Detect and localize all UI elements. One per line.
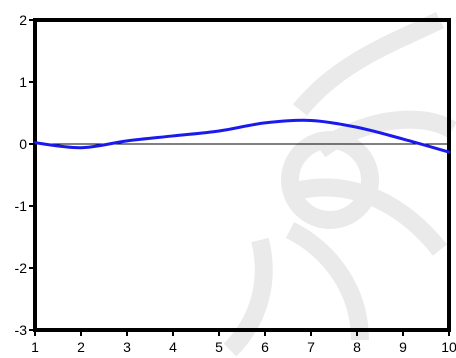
swirl-watermark-icon [223,11,456,357]
chart-marks [33,118,451,154]
y-tick-label: -2 [15,260,28,276]
x-tick-label: 8 [353,339,361,355]
x-tick-label: 5 [215,339,223,355]
x-tick-label: 6 [261,339,269,355]
x-tick-label: 9 [399,339,407,355]
y-tick-label: 2 [19,12,27,28]
tick-labels: 210-1-2-31 2 3 4 5 6 7 8 9 10 [15,12,456,355]
x-tick-label: 10 [441,339,456,355]
x-tick-label: 4 [169,339,177,355]
y-tick-label: -1 [15,198,28,214]
x-tick-label: 3 [123,339,131,355]
x-tick-label: 2 [77,339,85,355]
y-tick-label: 0 [19,136,27,152]
plot-area [33,18,451,332]
y-tick-label: 1 [19,74,27,90]
plot-frame [33,18,451,332]
x-tick-label: 1 [31,339,39,355]
series-line-0 [33,118,451,154]
y-tick-label: -3 [15,322,28,338]
x-tick-label: 7 [307,339,315,355]
